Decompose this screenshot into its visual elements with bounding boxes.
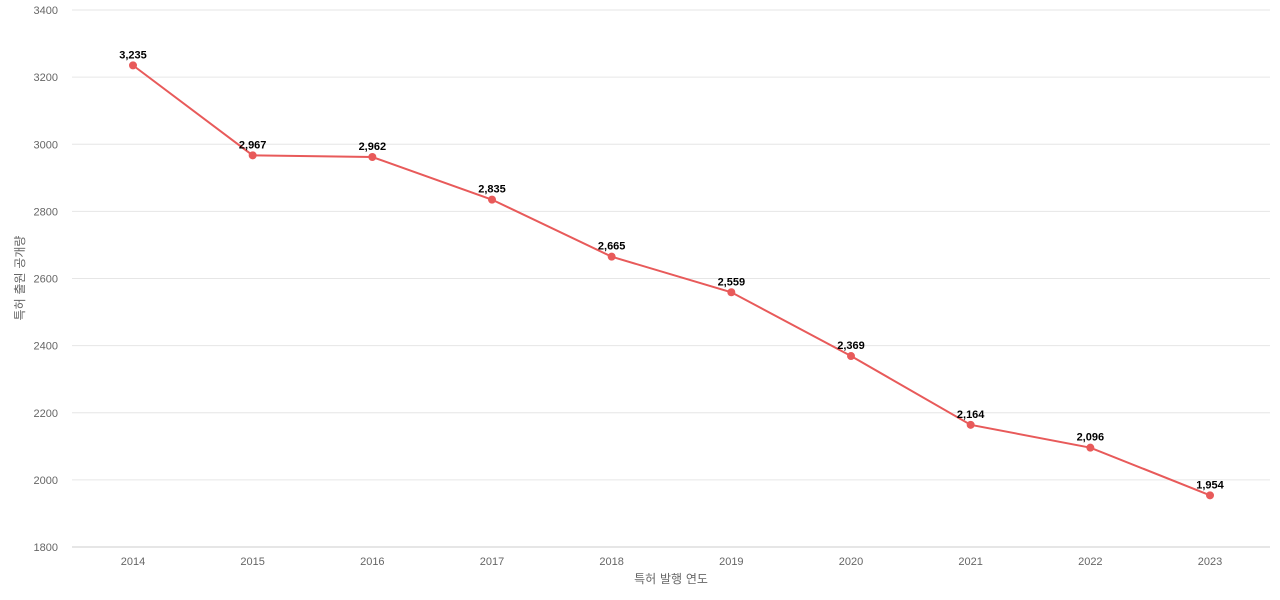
x-tick-label: 2017 [480, 556, 504, 568]
y-tick-label: 3000 [34, 139, 58, 151]
x-tick-label: 2022 [1078, 556, 1102, 568]
data-point[interactable] [368, 153, 377, 162]
data-label: 2,835 [478, 184, 506, 196]
y-tick-label: 2000 [34, 475, 58, 487]
data-point[interactable] [1086, 443, 1095, 452]
data-points [129, 61, 1214, 500]
data-label: 3,235 [119, 49, 147, 61]
data-point[interactable] [847, 352, 855, 361]
data-label: 1,954 [1196, 479, 1224, 491]
data-point[interactable] [966, 420, 975, 429]
x-tick-label: 2023 [1198, 556, 1222, 568]
y-tick-label: 2200 [34, 408, 58, 420]
x-tick-label: 2018 [599, 556, 623, 568]
x-tick-label: 2020 [839, 556, 863, 568]
data-label: 2,962 [359, 141, 387, 153]
data-label: 2,096 [1077, 432, 1105, 444]
series-line [132, 64, 1211, 497]
y-axis-ticks: 1800 2000 2200 2400 2600 2800 3000 3200 3400 [34, 5, 58, 554]
x-tick-label: 2021 [958, 556, 982, 568]
data-point[interactable] [129, 61, 137, 70]
data-point[interactable] [607, 252, 616, 261]
y-tick-label: 2400 [34, 341, 58, 353]
x-tick-label: 2014 [121, 556, 145, 568]
data-point[interactable] [488, 195, 496, 204]
data-label: 2,665 [598, 241, 626, 253]
x-axis-title: 특허 발행 연도 [634, 571, 708, 586]
data-point[interactable] [727, 288, 736, 297]
data-point[interactable] [1206, 491, 1214, 500]
data-point[interactable] [248, 151, 257, 160]
y-tick-label: 3200 [34, 72, 58, 84]
x-axis-ticks: 2014 2015 2016 2017 2018 2019 2020 2021 2022 2023 [121, 556, 1222, 568]
data-label: 2,967 [239, 139, 267, 151]
y-tick-label: 3400 [34, 5, 58, 17]
y-tick-label: 1800 [34, 542, 58, 554]
x-tick-label: 2019 [719, 556, 743, 568]
data-label: 2,559 [718, 276, 746, 288]
y-tick-label: 2600 [34, 274, 58, 286]
y-tick-label: 2800 [34, 206, 58, 218]
data-label: 2,164 [957, 409, 985, 421]
x-tick-label: 2015 [240, 556, 264, 568]
data-label: 2,369 [837, 340, 865, 352]
y-axis-title: 특허 출원 공개량 [13, 236, 27, 321]
x-tick-label: 2016 [360, 556, 384, 568]
data-labels: 3,235 2,967 2,962 2,835 2,665 2,559 2,369 2,164… [119, 49, 1224, 491]
grid-layer [72, 9, 1270, 548]
